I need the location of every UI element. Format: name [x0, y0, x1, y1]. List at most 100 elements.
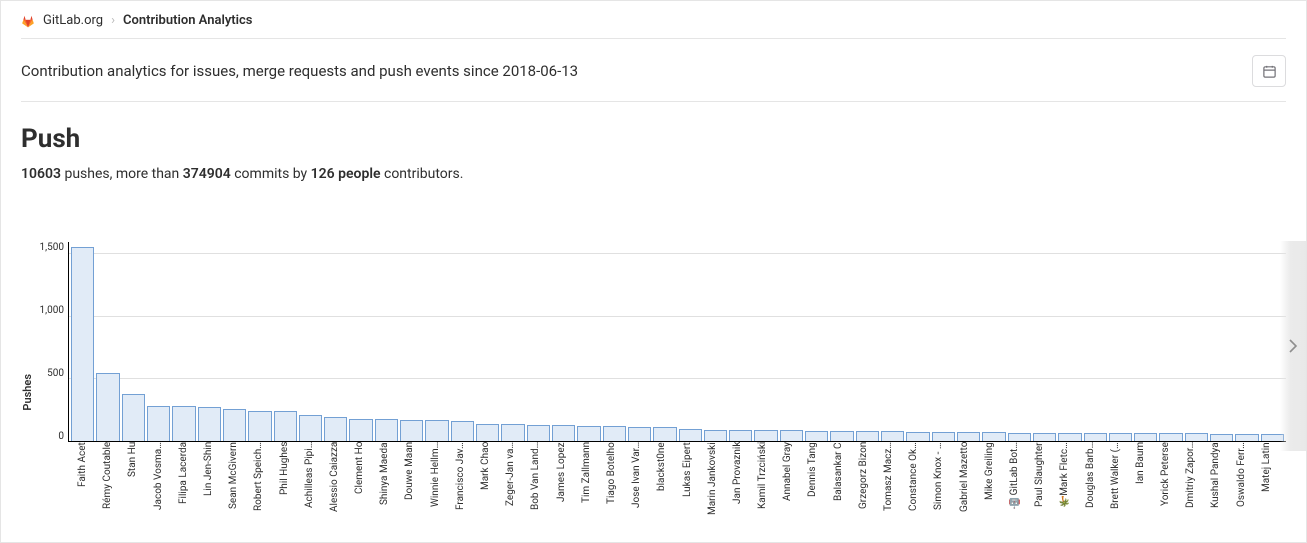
chart-bar[interactable] — [1134, 433, 1157, 441]
chart-x-axis-labels: Faith AcetRémy CoutableStan HuJacob Vosm… — [75, 442, 1286, 522]
page-subtitle: Contribution analytics for issues, merge… — [21, 62, 578, 80]
chart-bar[interactable] — [349, 419, 372, 441]
push-section-title: Push — [21, 124, 1286, 154]
x-tick-label: Brett Walker (… — [1110, 442, 1133, 522]
x-tick-label: Gabriel Mazetto — [959, 442, 982, 522]
chart-bar[interactable] — [729, 430, 752, 441]
chart-bar[interactable] — [1185, 433, 1208, 441]
x-tick-label: Phil Hughes — [279, 442, 302, 522]
chart-bar[interactable] — [527, 425, 550, 441]
x-tick-label: Clement Ho — [354, 442, 377, 522]
x-tick-label: Douglas Barb… — [1085, 442, 1108, 522]
chart-bar[interactable] — [603, 426, 626, 441]
chart-y-axis: 1,5001,0005000 — [38, 242, 68, 442]
x-tick-label: Winnie Hellm… — [430, 442, 453, 522]
chart-bar[interactable] — [957, 432, 980, 441]
x-tick-label: Constance Ok… — [908, 442, 931, 522]
chart-bar[interactable] — [425, 420, 448, 441]
push-chart: Pushes 1,5001,0005000 — [21, 242, 1286, 442]
chart-bar[interactable] — [552, 425, 575, 441]
y-tick-label: 500 — [38, 368, 64, 379]
chart-bar[interactable] — [451, 421, 474, 441]
chart-bar[interactable] — [628, 427, 651, 441]
x-tick-label: Kushal Pandya — [1210, 442, 1233, 522]
chart-bar[interactable] — [653, 427, 676, 441]
x-tick-label: Kamil Trzciński — [757, 442, 780, 522]
chart-bar[interactable] — [856, 431, 879, 441]
x-tick-label: Dennis Tang — [807, 442, 830, 522]
chart-bar[interactable] — [577, 426, 600, 441]
chart-bar[interactable] — [501, 424, 524, 441]
x-tick-label: Simon Knox - … — [933, 442, 956, 522]
header-row: Contribution analytics for issues, merge… — [21, 39, 1286, 102]
chart-bar[interactable] — [375, 419, 398, 441]
chart-bar[interactable] — [780, 430, 803, 441]
breadcrumb-org-link[interactable]: GitLab.org — [43, 13, 103, 28]
chart-bar[interactable] — [274, 411, 297, 441]
chart-bar[interactable] — [476, 424, 499, 441]
chart-bar[interactable] — [71, 247, 94, 441]
chart-bar[interactable] — [1084, 433, 1107, 441]
chart-scroll-right-button[interactable] — [1280, 241, 1306, 451]
chart-bar[interactable] — [704, 430, 727, 441]
chart-bar[interactable] — [147, 406, 170, 441]
chart-plot-area — [68, 242, 1286, 442]
x-tick-label: Mike Greiling — [984, 442, 1007, 522]
breadcrumb: GitLab.org › Contribution Analytics — [21, 13, 1286, 39]
chart-bar[interactable] — [1159, 433, 1182, 441]
chart-bar[interactable] — [754, 430, 777, 441]
chart-bar[interactable] — [1235, 434, 1258, 441]
chart-bar[interactable] — [830, 431, 853, 441]
chart-bar[interactable] — [122, 394, 145, 441]
chart-bar[interactable] — [805, 431, 828, 441]
chart-bar[interactable] — [223, 409, 246, 441]
x-tick-label: Yorick Peterse — [1160, 442, 1183, 522]
x-tick-label: Robert Speich… — [253, 442, 276, 522]
x-tick-label: Lin Jen-Shin — [203, 442, 226, 522]
x-tick-label: Zeger-Jan va… — [505, 442, 528, 522]
x-tick-label: Shinya Maeda — [379, 442, 402, 522]
chart-bar[interactable] — [198, 407, 221, 441]
date-picker-button[interactable] — [1252, 55, 1286, 87]
x-tick-label: Jan Provaznik — [732, 442, 755, 522]
chart-bar[interactable] — [248, 411, 271, 441]
x-tick-label: Faith Acet — [77, 442, 100, 522]
chart-bar[interactable] — [1109, 433, 1132, 441]
x-tick-label: Achilleas Pipi… — [304, 442, 327, 522]
chart-bar[interactable] — [906, 432, 929, 441]
x-tick-label: Alessio Caiazza — [329, 442, 352, 522]
x-tick-label: Francisco Jav… — [455, 442, 478, 522]
y-tick-label: 0 — [38, 431, 64, 442]
x-tick-label: Dmitriy Zapor… — [1185, 442, 1208, 522]
chart-bar[interactable] — [299, 415, 322, 441]
x-tick-label: Lukas Eipert — [682, 442, 705, 522]
x-tick-label: Ian Baum — [1135, 442, 1158, 522]
chart-bar[interactable] — [400, 420, 423, 441]
chart-bar[interactable] — [1008, 433, 1031, 441]
chart-bar[interactable] — [172, 406, 195, 441]
y-tick-label: 1,500 — [38, 242, 64, 253]
chart-bar[interactable] — [96, 373, 119, 441]
chart-bar[interactable] — [1210, 434, 1233, 441]
x-tick-label: Tiago Botelho — [606, 442, 629, 522]
x-tick-label: Jose Ivan Var… — [631, 442, 654, 522]
chart-bar[interactable] — [324, 417, 347, 441]
x-tick-label: Marin Jankovski — [707, 442, 730, 522]
chart-bar[interactable] — [1033, 433, 1056, 441]
chart-bars — [69, 242, 1286, 441]
gitlab-logo-icon — [21, 14, 35, 28]
x-tick-label: 🤖 GitLab Bot… — [1009, 442, 1032, 522]
chart-bar[interactable] — [982, 432, 1005, 441]
calendar-icon — [1262, 64, 1277, 79]
x-tick-label: Jacob Vosma… — [153, 442, 176, 522]
x-tick-label: Filipa Lacerda — [178, 442, 201, 522]
x-tick-label: Douwe Maan — [404, 442, 427, 522]
page-root: GitLab.org › Contribution Analytics Cont… — [0, 0, 1307, 543]
x-tick-label: Tim Zallmann — [581, 442, 604, 522]
chart-bar[interactable] — [932, 432, 955, 441]
chart-bar[interactable] — [679, 429, 702, 441]
x-tick-label: blackst0ne — [656, 442, 679, 522]
chart-bar[interactable] — [881, 431, 904, 441]
x-tick-label: Bob Van Land… — [530, 442, 553, 522]
chart-bar[interactable] — [1058, 433, 1081, 441]
